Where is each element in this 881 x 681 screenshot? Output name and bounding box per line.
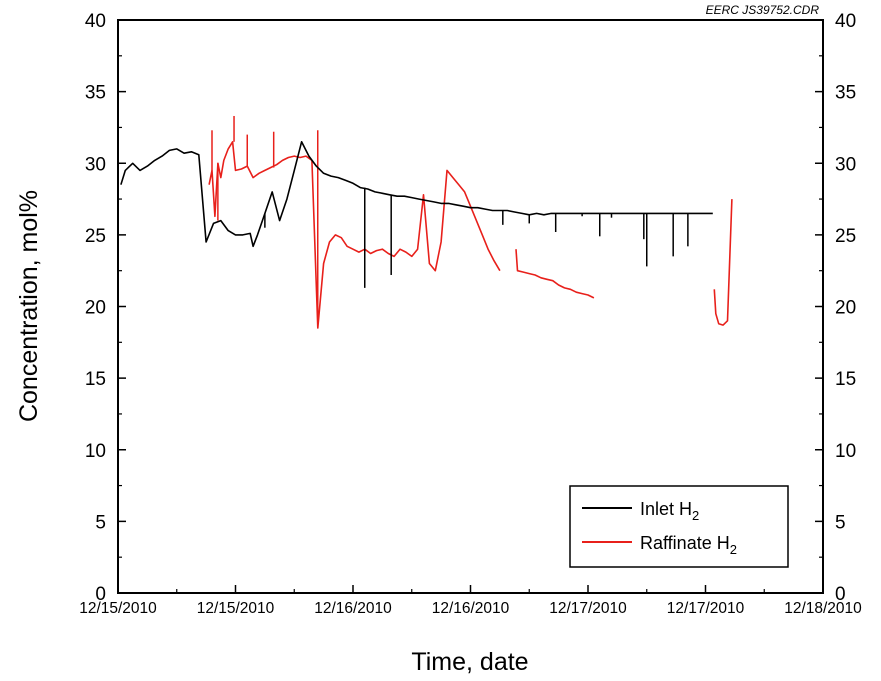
y-tick-label: 30 xyxy=(85,154,106,175)
y-tick-label: 35 xyxy=(85,83,106,104)
ticks-layer: 0 5 10 15 20 25 30 35 40 0 5 10 15 20 25 30 35 40 12/15/20… xyxy=(79,11,862,617)
y-tick-label-right: 0 xyxy=(835,584,846,605)
x-tick-label: 12/16/2010 xyxy=(314,600,392,617)
legend-label-raffinate: Raffinate H2 xyxy=(640,533,737,557)
y-tick-label-right: 35 xyxy=(835,83,856,104)
series-line-inlet-h2 xyxy=(120,141,713,248)
y-tick-label-right: 40 xyxy=(835,11,856,32)
y-tick-label: 25 xyxy=(85,226,106,247)
data-layer xyxy=(120,115,733,329)
y-tick-label: 0 xyxy=(95,584,106,605)
x-tick-label: 12/15/2010 xyxy=(197,600,275,617)
series-line-raffinate-h2 xyxy=(208,141,501,329)
y-tick-label: 10 xyxy=(85,441,106,462)
y-tick-label: 20 xyxy=(85,298,106,319)
y-axis-title: Concentration, mol% xyxy=(15,190,43,422)
series-line-raffinate-h2 xyxy=(713,199,733,326)
y-tick-label-right: 30 xyxy=(835,154,856,175)
y-tick-label-right: 5 xyxy=(835,512,846,533)
watermark: EERC JS39752.CDR xyxy=(706,3,820,17)
legend: Inlet H2 Raffinate H2 xyxy=(569,485,789,568)
y-tick-label-right: 15 xyxy=(835,369,856,390)
y-tick-label-right: 20 xyxy=(835,298,856,319)
x-tick-label: 12/16/2010 xyxy=(432,600,510,617)
y-tick-label-right: 25 xyxy=(835,226,856,247)
x-tick-label: 12/17/2010 xyxy=(667,600,745,617)
y-tick-label: 5 xyxy=(95,512,106,533)
y-tick-label: 40 xyxy=(85,11,106,32)
x-tick-label: 12/15/2010 xyxy=(79,600,157,617)
y-tick-label: 15 xyxy=(85,369,106,390)
x-tick-label: 12/18/2010 xyxy=(784,600,862,617)
x-tick-label: 12/17/2010 xyxy=(549,600,627,617)
series-line-raffinate-h2 xyxy=(515,249,595,299)
x-axis-title: Time, date xyxy=(411,648,528,676)
legend-box xyxy=(569,485,789,568)
y-tick-label-right: 10 xyxy=(835,441,856,462)
legend-label-inlet: Inlet H2 xyxy=(640,499,699,523)
